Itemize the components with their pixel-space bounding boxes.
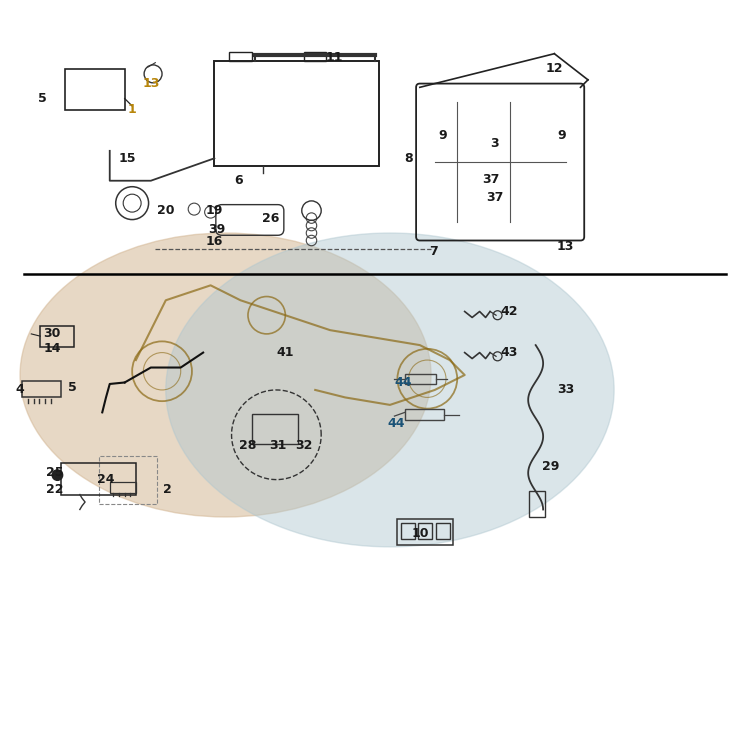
- Bar: [405, 374, 436, 384]
- Text: 37: 37: [486, 190, 503, 204]
- Bar: [398, 519, 454, 545]
- Text: 12: 12: [545, 62, 563, 75]
- Text: 8: 8: [404, 152, 413, 165]
- Text: 44: 44: [387, 417, 405, 430]
- Text: 9: 9: [438, 130, 446, 142]
- Text: 4: 4: [16, 383, 25, 397]
- Text: 9: 9: [557, 130, 566, 142]
- Text: 13: 13: [556, 240, 574, 253]
- Text: 41: 41: [277, 346, 294, 359]
- Circle shape: [53, 470, 63, 480]
- Text: 6: 6: [235, 174, 243, 188]
- Bar: [401, 523, 415, 539]
- Text: 32: 32: [296, 440, 313, 452]
- Bar: [436, 523, 450, 539]
- Text: 24: 24: [98, 473, 115, 486]
- Text: 31: 31: [269, 440, 286, 452]
- Text: 5: 5: [38, 92, 46, 105]
- Bar: [304, 53, 326, 62]
- Bar: [110, 482, 136, 493]
- Text: 11: 11: [326, 51, 343, 64]
- Text: 25: 25: [46, 466, 64, 478]
- Text: 3: 3: [490, 136, 499, 150]
- Text: 16: 16: [206, 236, 223, 248]
- Bar: [230, 53, 252, 62]
- Bar: [419, 523, 432, 539]
- Text: 5: 5: [68, 381, 76, 394]
- Text: 20: 20: [157, 204, 175, 217]
- Text: 30: 30: [44, 328, 61, 340]
- Bar: [252, 414, 298, 444]
- Text: 2: 2: [163, 483, 172, 496]
- Text: 39: 39: [208, 223, 225, 236]
- Bar: [98, 456, 157, 504]
- Ellipse shape: [166, 233, 614, 547]
- Text: 42: 42: [501, 305, 518, 318]
- Text: 22: 22: [46, 483, 64, 496]
- Ellipse shape: [20, 233, 431, 517]
- Text: 43: 43: [501, 346, 518, 359]
- Text: 15: 15: [118, 152, 136, 165]
- Bar: [40, 326, 74, 346]
- Text: 10: 10: [411, 527, 428, 540]
- Text: 7: 7: [429, 245, 438, 258]
- Text: 14: 14: [44, 342, 61, 355]
- Text: 37: 37: [482, 172, 500, 186]
- Text: 44: 44: [394, 376, 412, 389]
- Text: 19: 19: [206, 204, 223, 217]
- Text: 33: 33: [557, 383, 574, 397]
- Text: 1: 1: [128, 104, 136, 116]
- Text: 13: 13: [142, 77, 160, 90]
- Bar: [62, 464, 136, 494]
- Bar: [65, 69, 125, 110]
- Bar: [529, 490, 545, 517]
- Text: 29: 29: [542, 460, 560, 472]
- Bar: [405, 410, 444, 420]
- Text: 28: 28: [239, 440, 256, 452]
- Bar: [214, 62, 379, 166]
- Text: 26: 26: [262, 211, 279, 224]
- Bar: [22, 381, 62, 398]
